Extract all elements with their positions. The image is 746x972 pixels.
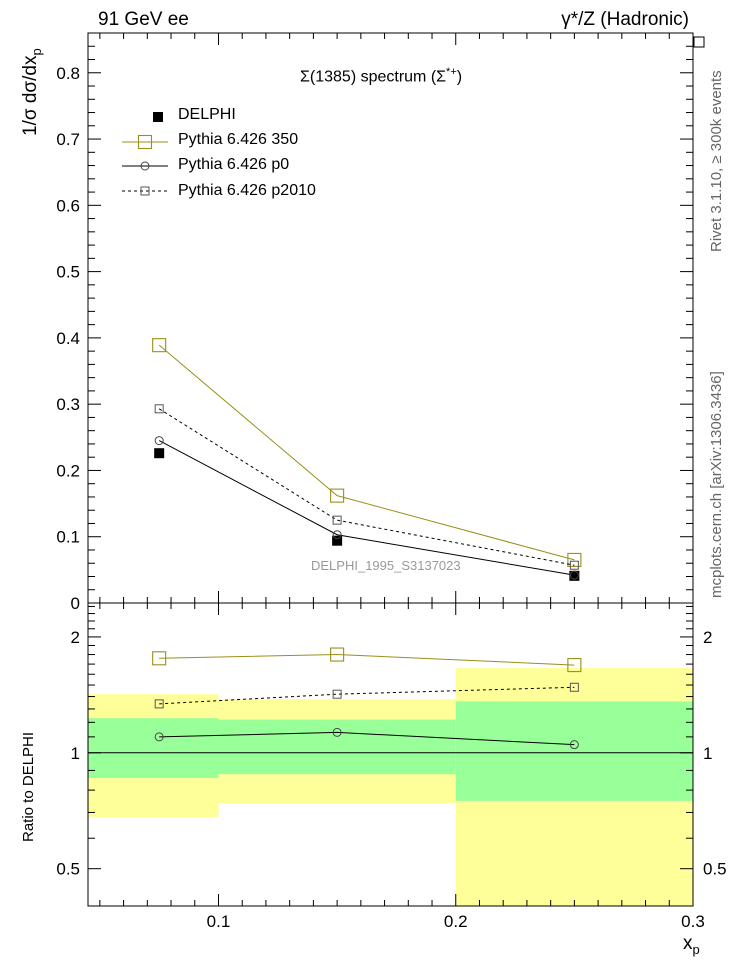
top-y-axis-title: 1/σ dσ/dxp	[20, 48, 44, 136]
point-pythia-p0-2	[569, 570, 579, 580]
top-y-tick-label-0: 0	[71, 594, 80, 613]
top-y-tick-label-6: 0.6	[56, 196, 80, 215]
chart-title-sup: *+	[446, 66, 457, 78]
ratio-point-pythia-350-0	[152, 651, 167, 666]
analysis-watermark: DELPHI_1995_S3137023	[311, 558, 461, 573]
ratio-point-pythia-350-2	[567, 658, 582, 673]
plot-header-right: γ*/Z (Hadronic)	[561, 9, 689, 30]
legend-label-delphi: DELPHI	[178, 106, 236, 123]
ratio-y-tick-label-right-0: 0.5	[703, 860, 727, 879]
corner-box-icon	[693, 36, 705, 48]
series-line-pythia-p0	[158, 440, 575, 576]
point-delphi-1	[332, 535, 343, 546]
rivet-label: Rivet 3.1.10, ≥ 300k events	[708, 70, 725, 252]
ratio-y-axis-title: Ratio to DELPHI	[20, 731, 37, 842]
top-y-axis-title-sub: p	[28, 48, 44, 56]
legend-label-pythia-350: Pythia 6.426 350	[178, 131, 299, 148]
ratio-line-pythia-p0	[159, 731, 575, 746]
point-delphi-0	[154, 448, 165, 459]
chart-title-end: )	[456, 68, 463, 86]
point-pythia-350-2	[567, 552, 582, 567]
point-pythia-p0-0	[154, 436, 164, 446]
top-y-tick-label-4: 0.4	[56, 329, 80, 348]
ratio-point-pythia-350-1	[330, 647, 345, 662]
point-pythia-p2010-0	[154, 404, 164, 414]
ratio-line-pythia-p2010	[159, 686, 575, 705]
legend-label-pythia-p0: Pythia 6.426 p0	[178, 156, 290, 173]
ratio-point-pythia-p2010-2	[569, 682, 579, 692]
point-delphi-2	[569, 570, 580, 581]
ratio-y-tick-label-right-2: 2	[703, 628, 712, 647]
x-axis-title-main: x	[683, 933, 693, 954]
point-pythia-p2010-2	[569, 560, 579, 570]
top-y-tick-label-2: 0.2	[56, 461, 80, 480]
ratio-point-pythia-p2010-1	[332, 689, 342, 699]
band-inner-2	[455, 701, 693, 801]
x-axis-title-sub: p	[692, 941, 700, 957]
ratio-line-pythia-350	[159, 654, 575, 666]
chart-title-main: Σ(1385) spectrum (Σ	[300, 68, 447, 86]
ratio-y-tick-label-left-0: 0.5	[56, 860, 80, 879]
x-tick-label-0: 0.1	[207, 912, 231, 931]
point-pythia-p0-1	[332, 530, 342, 540]
band-inner-0	[88, 718, 219, 779]
chart-title: Σ(1385) spectrum (Σ*+)	[300, 66, 462, 86]
top-y-tick-label-5: 0.5	[56, 263, 80, 282]
point-pythia-350-0	[152, 338, 167, 353]
legend-swatch-delphi	[153, 112, 163, 122]
ratio-y-tick-label-left-2: 2	[71, 628, 80, 647]
ratio-panel-frame	[87, 602, 694, 907]
top-y-tick-label-1: 0.1	[56, 528, 80, 547]
top-y-tick-label-3: 0.3	[56, 395, 80, 414]
legend-swatch-pythia-p2010	[140, 186, 150, 196]
ratio-y-tick-label-left-1: 1	[71, 744, 80, 763]
x-tick-label-1: 0.2	[444, 912, 468, 931]
legend-label-pythia-p2010: Pythia 6.426 p2010	[178, 182, 316, 199]
legend-swatch-pythia-350	[137, 134, 153, 150]
ratio-point-pythia-p2010-0	[154, 699, 164, 709]
ratio-point-pythia-p0-1	[332, 727, 342, 737]
top-y-tick-label-7: 0.7	[56, 130, 80, 149]
ratio-point-pythia-p0-0	[154, 732, 164, 742]
point-pythia-p2010-1	[332, 515, 342, 525]
series-line-pythia-p2010	[158, 408, 575, 566]
top-y-tick-label-8: 0.8	[56, 64, 80, 83]
legend-swatch-pythia-p0	[140, 161, 150, 171]
series-line-pythia-350	[158, 344, 575, 561]
x-tick-label-2: 0.3	[681, 912, 705, 931]
point-pythia-350-1	[330, 488, 345, 503]
ratio-y-tick-label-right-1: 1	[703, 744, 712, 763]
plot-header-left: 91 GeV ee	[98, 9, 189, 30]
mcplots-label: mcplots.cern.ch [arXiv:1306.3436]	[708, 371, 725, 598]
band-inner-1	[218, 719, 456, 775]
x-axis-title: xp	[683, 933, 700, 957]
top-y-axis-title-main: 1/σ dσ/dx	[20, 55, 41, 137]
ratio-point-pythia-p0-2	[569, 740, 579, 750]
